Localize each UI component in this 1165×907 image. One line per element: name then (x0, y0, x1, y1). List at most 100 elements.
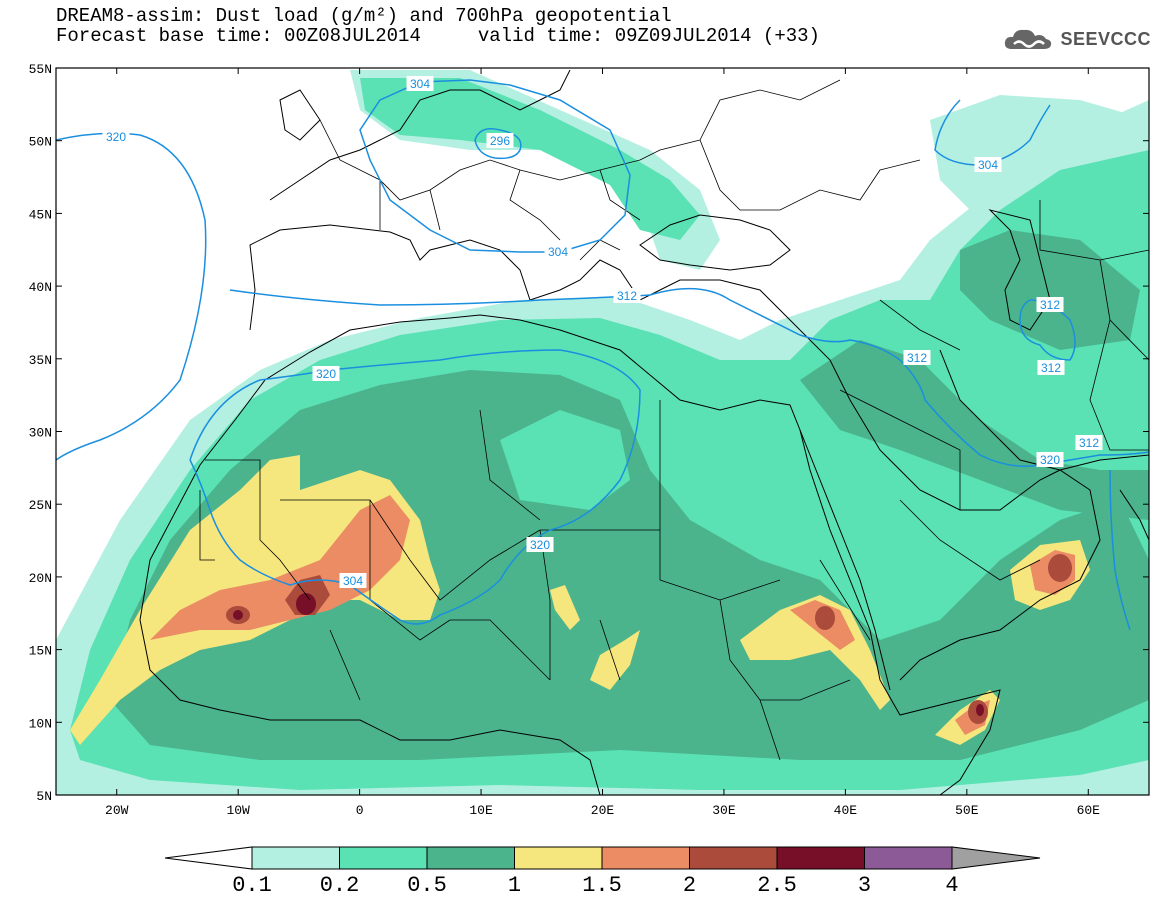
colorbar: 0.1 0.2 0.5 1 1.5 2 2.5 3 4 (164, 846, 1041, 898)
colorbar-swatch (776, 846, 865, 870)
y-tick-label: 5N (36, 789, 52, 804)
dust-region-max-mali (296, 593, 316, 615)
black-sea-coast (639, 214, 791, 271)
contour-label: 304 (343, 574, 363, 588)
dust-region-orange (150, 495, 410, 640)
x-tick-label: 60E (1077, 803, 1101, 818)
dust-region-arabia-dark (800, 340, 1149, 520)
y-tick-label: 45N (29, 207, 52, 222)
colorbar-label: 4 (945, 873, 958, 898)
dust-region-sahara-light (500, 410, 630, 510)
x-tick-label: 50E (955, 803, 979, 818)
contour-label: 312 (1041, 361, 1061, 375)
contour-label: 320 (530, 538, 550, 552)
x-tick-label: 40E (834, 803, 858, 818)
contour-312-iran (1019, 299, 1076, 361)
europe-borders (319, 79, 921, 261)
y-tick-label: 50N (29, 135, 52, 150)
dust-region-brown-eritrea (815, 606, 835, 630)
colorbar-label: 0.2 (320, 873, 360, 898)
coastlines (139, 69, 1149, 795)
contour-label-bg (312, 366, 340, 381)
colorbar-label: 1 (508, 873, 521, 898)
contour-label-bg (1036, 452, 1064, 467)
contour-312 (229, 287, 1149, 467)
contour-label: 320 (106, 130, 126, 144)
colorbar-swatch (514, 846, 603, 870)
y-tick-label: 30N (29, 426, 52, 441)
y-tick-label: 35N (29, 353, 52, 368)
colorbar-swatch (339, 846, 428, 870)
colorbar-swatch (601, 846, 690, 870)
contour-label: 312 (907, 351, 927, 365)
border-lines (199, 200, 1149, 761)
dust-region-yellow-nigeria (590, 630, 640, 690)
contour-label: 304 (978, 158, 998, 172)
dust-region-caspian-dark (960, 230, 1140, 350)
y-tick-label: 20N (29, 571, 52, 586)
contour-label-bg (526, 537, 554, 552)
contour-label: 320 (1040, 453, 1060, 467)
red-sea-coast (799, 429, 891, 691)
contour-label-bg (102, 129, 130, 144)
colorbar-label: 0.1 (232, 873, 272, 898)
dust-region-north-medium (360, 78, 700, 240)
cloud-icon (1005, 29, 1052, 49)
map-title: DREAM8-assim: Dust load (g/m²) and 700hP… (56, 5, 672, 27)
logo-text: SEEVCCC (1060, 28, 1151, 49)
colorbar-label: 2 (683, 873, 696, 898)
colorbar-swatch (689, 846, 778, 870)
seevccc-logo: SEEVCCC (1002, 24, 1151, 54)
x-tick-label: 30E (712, 803, 736, 818)
colorbar-label: 2.5 (757, 873, 797, 898)
contour-label-bg (544, 244, 572, 259)
colorbar-high-arrow (951, 846, 1041, 870)
colorbar-label: 1.5 (582, 873, 622, 898)
contour-label: 312 (1079, 436, 1099, 450)
x-tick-label: 10E (469, 803, 493, 818)
colorbar-low-arrow (164, 846, 253, 870)
contour-label: 304 (410, 77, 430, 91)
y-tick-label: 15N (29, 644, 52, 659)
contour-label: 312 (1040, 298, 1060, 312)
dust-region-yellow-redsea (740, 595, 890, 710)
contour-label-bg (1036, 297, 1064, 312)
forecast-times: Forecast base time: 00Z08JUL2014 valid t… (56, 25, 820, 47)
contour-label-bg (406, 76, 434, 91)
dust-region-yellow-sudan (550, 585, 580, 630)
y-tick-label: 40N (29, 280, 52, 295)
contour-320-africa (189, 349, 641, 625)
india-coast (1119, 489, 1149, 541)
colorbar-swatch (426, 846, 515, 870)
contour-304-europe (359, 79, 631, 253)
x-tick-label: 10W (226, 803, 250, 818)
contour-label: 312 (617, 289, 637, 303)
dust-fill (56, 70, 1149, 795)
dust-region-brown-oman (1048, 554, 1072, 582)
x-tick-label: 20W (105, 803, 129, 818)
europe-coast (249, 69, 801, 331)
colorbar-label: 3 (858, 873, 871, 898)
contour-296 (474, 128, 522, 160)
colorbar-swatch (251, 846, 340, 870)
contour-320-west (56, 132, 207, 461)
contour-label-bg (974, 157, 1002, 172)
contour-label-bg (903, 350, 931, 365)
contour-label-bg (1037, 360, 1065, 375)
contour-labels: 304 296 304 320 312 312 312 312 312 320 320 320 304 3… (102, 76, 1103, 588)
y-tick-label: 25N (29, 498, 52, 513)
contour-label-bg (486, 133, 514, 148)
colorbar-label: 0.5 (407, 873, 447, 898)
contour-label-bg (1075, 435, 1103, 450)
axis-ticks: 20W 10W 0 10E 20E 30E 40E 50E 60E 55N 50N 45N 40N 35N… (29, 62, 1149, 818)
dust-region-max-mauritania (233, 610, 243, 620)
y-tick-label: 55N (29, 62, 52, 77)
contour-330-south (1109, 469, 1131, 631)
contour-label: 320 (316, 367, 336, 381)
geopotential-contours (56, 79, 1149, 631)
x-tick-label: 0 (356, 803, 364, 818)
africa-coast (139, 314, 1001, 795)
contour-label-bg (339, 573, 367, 588)
contour-label-bg (613, 288, 641, 303)
